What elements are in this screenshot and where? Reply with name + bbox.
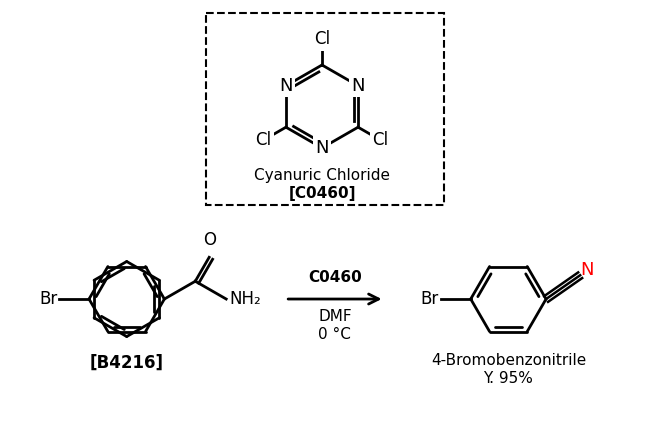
Bar [206,12,444,205]
Text: Cl: Cl [314,30,330,48]
Text: Cl: Cl [256,131,272,149]
Text: NH₂: NH₂ [229,290,261,308]
Text: N: N [351,77,365,95]
Text: DMF: DMF [318,309,351,324]
Text: C0460: C0460 [308,270,362,285]
Text: Br: Br [39,290,57,308]
Text: Cl: Cl [372,131,388,149]
Text: N: N [315,139,329,157]
Text: N: N [581,261,594,279]
Text: Y. 95%: Y. 95% [483,371,534,385]
Text: N: N [279,77,293,95]
Text: 4-Bromobenzonitrile: 4-Bromobenzonitrile [431,353,586,368]
Text: [C0460]: [C0460] [288,186,356,201]
Text: 0 °C: 0 °C [318,327,351,342]
Text: Br: Br [421,290,439,308]
Text: Cyanuric Chloride: Cyanuric Chloride [254,168,390,183]
Text: [B4216]: [B4216] [90,354,163,372]
Text: O: O [203,231,216,250]
